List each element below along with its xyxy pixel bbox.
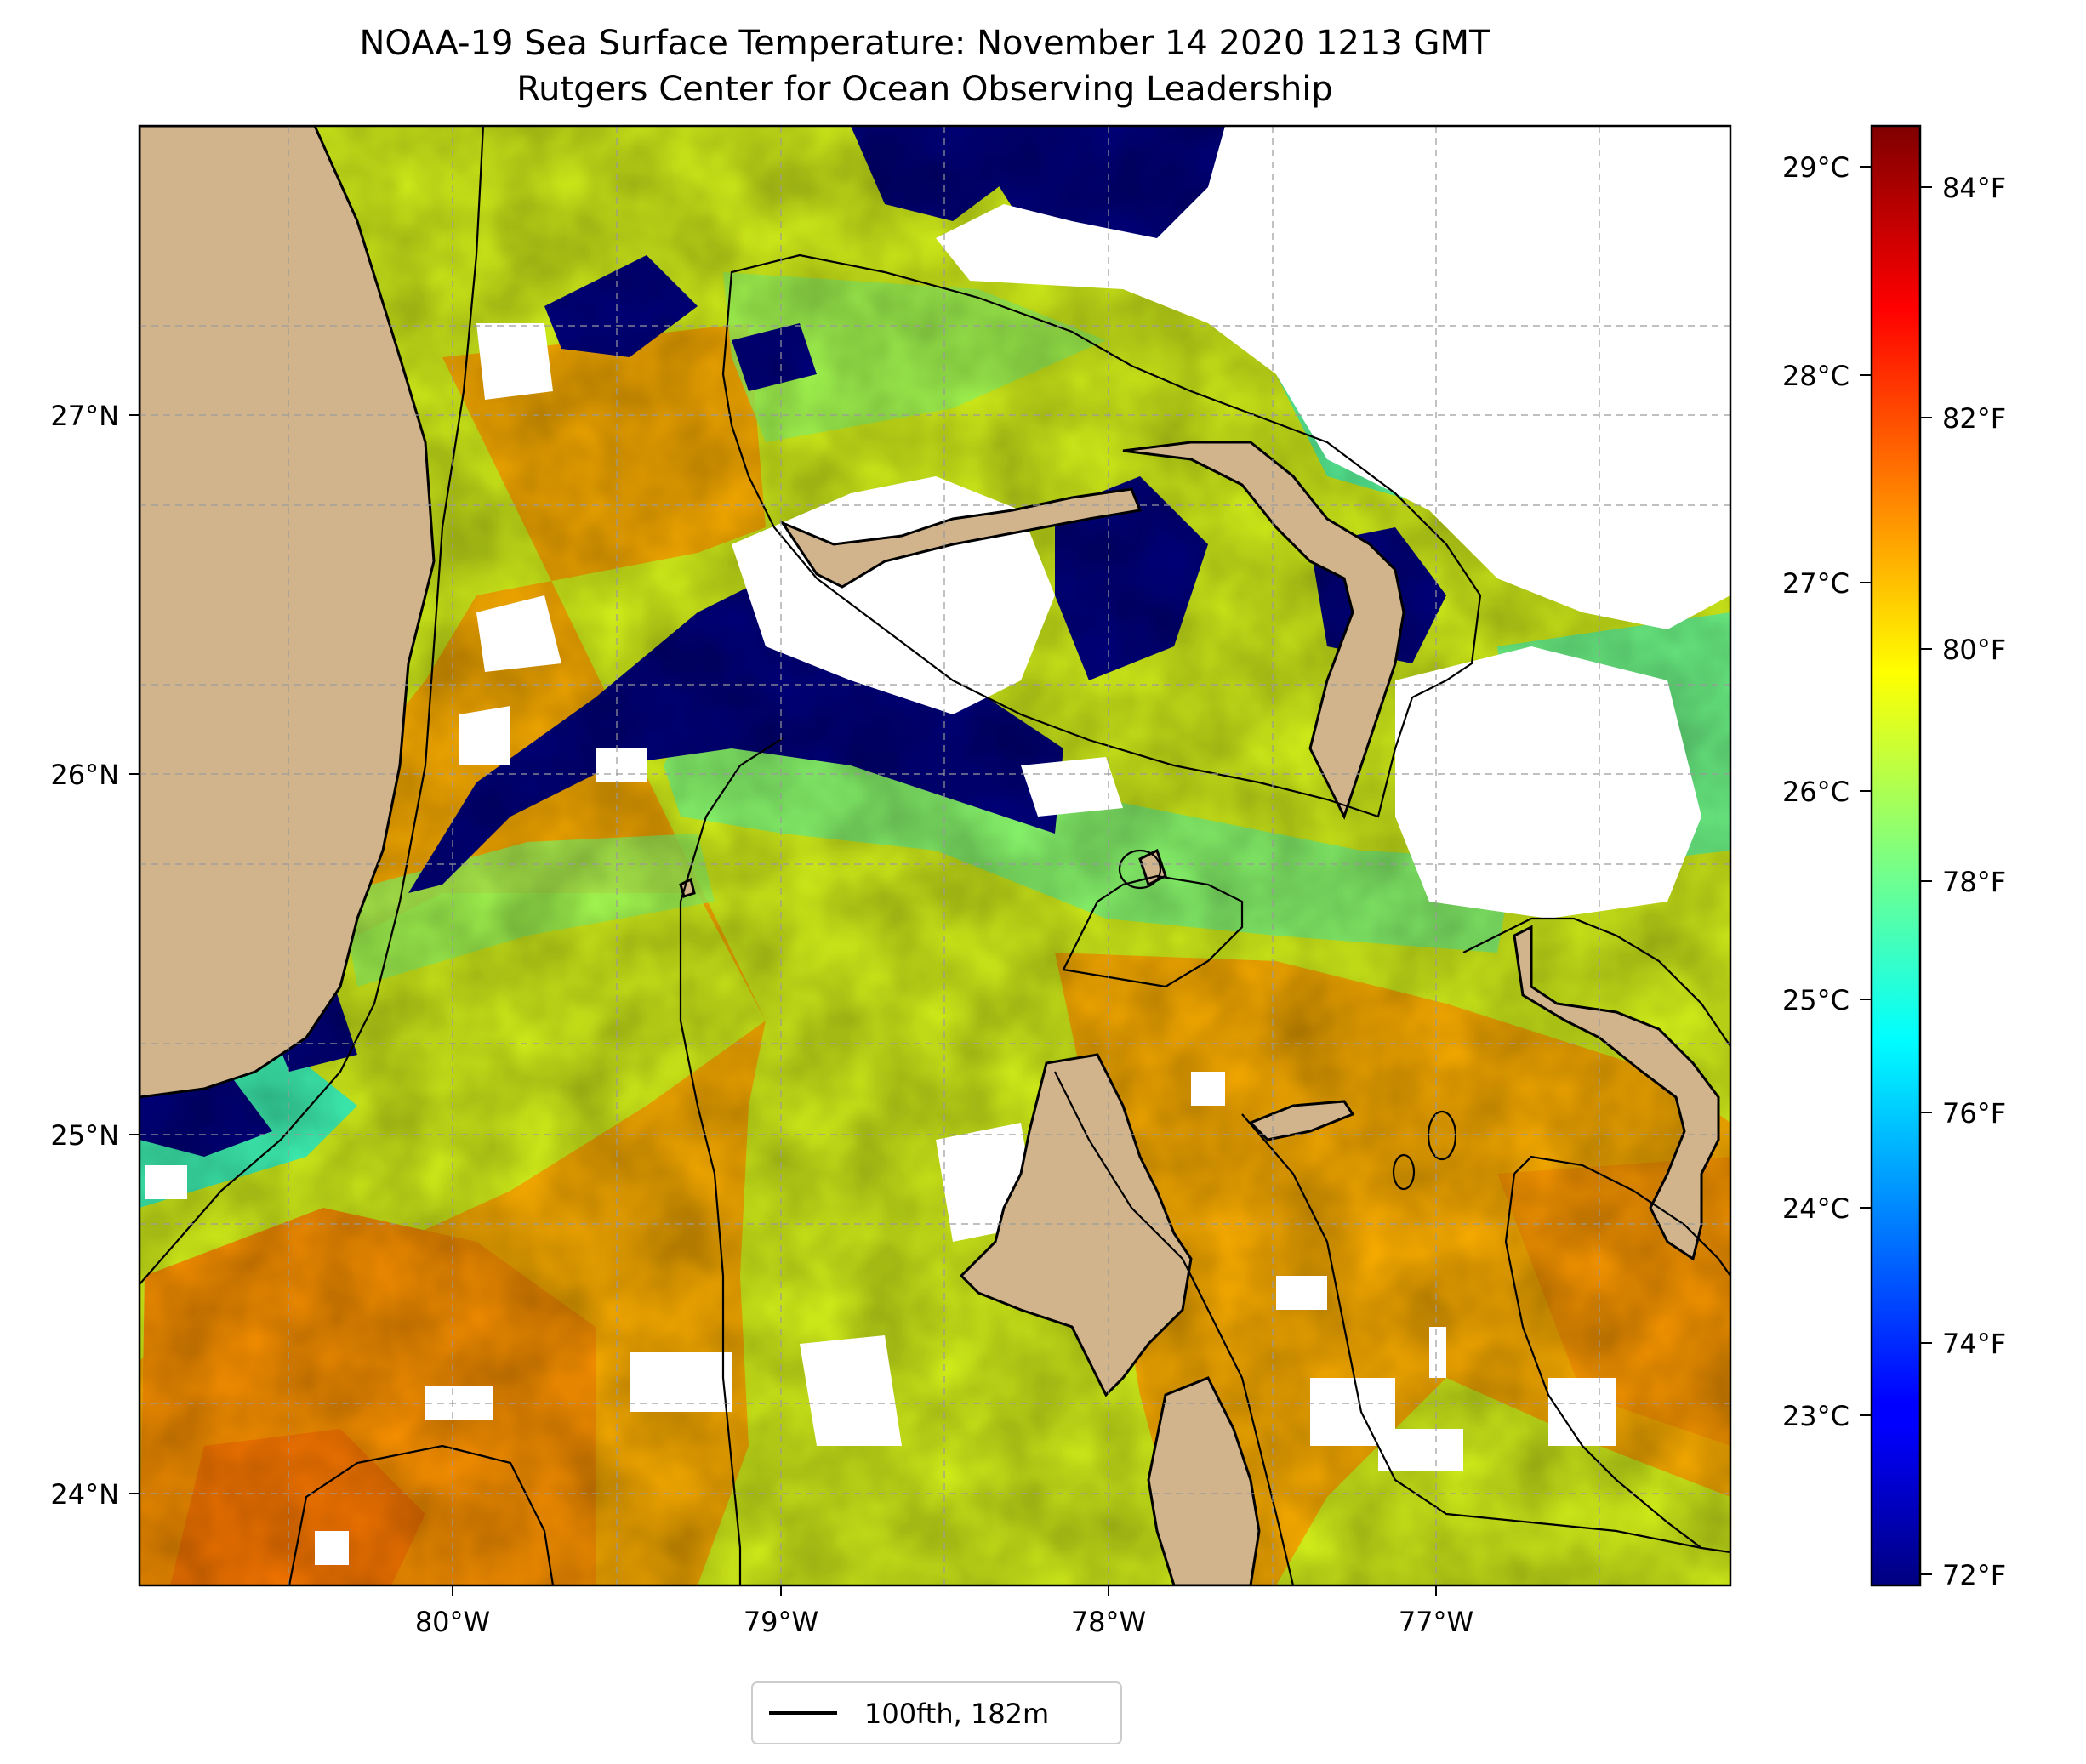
colorbar-celsius-ticks [1860,166,1872,1416]
lat-tick-label: 24°N [50,1478,119,1511]
lon-tick-label: 78°W [1071,1606,1146,1638]
celsius-tick-label: 26°C [1782,776,1849,808]
fahrenheit-tick-label: 74°F [1942,1328,2006,1360]
grand-bahama-island [779,487,1143,589]
contour-oval-c [1118,849,1162,890]
contour-exuma [1241,1113,1730,1554]
longitude-axis: 80°W 79°W 78°W 77°W [415,1585,1473,1638]
celsius-tick-label: 29°C [1782,151,1849,184]
andros-island [959,1053,1193,1397]
colorbar-fahrenheit-ticks [1920,186,1932,1575]
land [140,126,1720,1585]
legend: 100fth, 182m [751,1681,1122,1744]
celsius-tick-label: 28°C [1782,360,1849,392]
contour-florida-shelf [140,126,485,1285]
sst-map [140,126,1730,1585]
colorbar-gradient [1870,124,1922,1587]
celsius-tick-label: 25°C [1782,984,1849,1016]
fahrenheit-tick-label: 78°F [1942,866,2006,898]
title-line-1: NOAA-19 Sea Surface Temperature: Novembe… [360,24,1491,63]
contour-exuma-sound [1504,1173,1702,1549]
florida-land [140,126,436,1099]
fahrenheit-tick-label: 76°F [1942,1097,2006,1130]
contour-oval-b [1392,1153,1416,1191]
legend-box [751,1681,1122,1744]
latitude-axis: 27°N 26°N 25°N 24°N [50,400,140,1511]
contour-tongue-of-ocean [1062,874,1244,988]
contour-eleuthera [1462,917,1730,1047]
celsius-tick-label: 27°C [1782,567,1849,600]
lat-tick-label: 26°N [50,759,119,791]
abaco-island [1122,441,1405,820]
contour-great-bahama-bank-west [679,737,784,1585]
fahrenheit-tick-label: 84°F [1942,172,2006,204]
fahrenheit-tick-label: 82°F [1942,402,2006,435]
lon-tick-label: 79°W [744,1606,818,1638]
bathymetry-contours [140,126,1730,1585]
colorbar: 29°C 28°C 27°C 26°C 25°C 24°C 23°C 84°F … [1782,124,2006,1591]
contour-oval-a [1427,1110,1457,1161]
celsius-tick-label: 23°C [1782,1400,1849,1432]
contour-little-bahama-bank [721,253,1482,818]
title-line-2: Rutgers Center for Ocean Observing Leade… [516,70,1333,109]
lat-tick-label: 25°N [50,1119,119,1152]
contour-exuma-east [1513,1155,1730,1277]
fahrenheit-tick-label: 80°F [1942,634,2006,666]
legend-label: 100fth, 182m [864,1698,1049,1730]
cloud-mask [145,126,1730,1565]
contour-south-arc [288,1444,555,1585]
lon-tick-label: 80°W [415,1606,490,1638]
lat-tick-label: 27°N [50,400,119,432]
map-gridlines [140,126,1730,1585]
fahrenheit-tick-label: 72°F [1942,1559,2006,1591]
celsius-tick-label: 24°C [1782,1192,1849,1225]
map-frame [138,124,1732,1587]
eleuthera-island [1513,925,1720,1261]
andros-south-island [1147,1376,1261,1585]
new-providence-island [1248,1100,1355,1141]
contour-andros-east [1054,1071,1295,1585]
lon-tick-label: 77°W [1399,1606,1473,1638]
